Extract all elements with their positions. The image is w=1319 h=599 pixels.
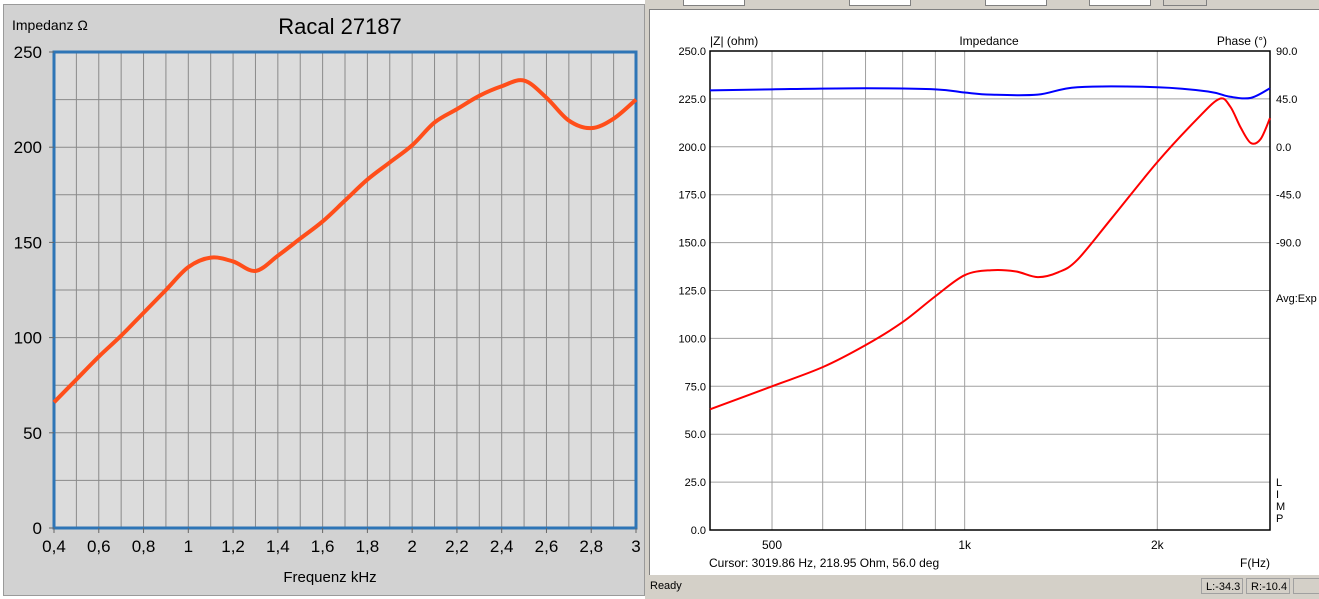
y-axis-label: |Z| (ohm) [710,34,758,48]
y-tick-label: 0.0 [691,525,706,537]
impedance-analyzer-window: |Z| (ohm) Impedance Phase (°) F(Hz) Curs… [645,0,1319,599]
x-tick-label: 0,4 [42,537,66,556]
plot-panel [649,9,1319,575]
left-chart-window: Racal 27187 Impedanz Ω Frequenz kHz 0,4 0… [0,0,645,599]
y-tick-label: 0 [33,519,42,538]
y-tick-label: 50 [23,424,42,443]
status-bar: Ready L:-34.3 R:-10.4 [645,576,1319,599]
phase-series-line [709,85,1271,100]
limp-letter: L [1276,477,1282,489]
y2-axis-label: Phase (°) [1217,34,1267,48]
toolbar-dropdown[interactable] [985,0,1047,6]
chart-title: Impedance [959,34,1019,48]
toolbar-dropdown[interactable] [1089,0,1151,6]
y-tick-label: 200 [14,138,42,157]
toolbar-dropdown[interactable] [683,0,745,6]
limp-letter: I [1276,489,1279,501]
y-tick-label: 75.0 [685,381,706,393]
y2-tick-label: 45.0 [1276,94,1297,106]
y-tick-label: 150 [14,233,42,252]
y-tick-label: 125.0 [678,286,706,298]
x-tick-label: 0,6 [87,537,111,556]
x-axis-label: Frequenz kHz [283,569,376,586]
y-tick-label: 225.0 [678,94,706,106]
plot-border [52,50,638,530]
y-tick-label: 100 [14,329,42,348]
y-tick-label: 250 [14,43,42,62]
limp-letter: P [1276,513,1283,525]
x-tick-label: 2,2 [445,537,469,556]
y2-tick-label: -90.0 [1276,238,1301,250]
x-tick-label: 1 [184,537,193,556]
x-axis-label: F(Hz) [1240,556,1270,570]
x-tick-label: 0,8 [132,537,156,556]
x-tick-label: 1k [958,538,972,552]
y-tick-label: 200.0 [678,142,706,154]
cursor-readout: Cursor: 3019.86 Hz, 218.95 Ohm, 56.0 deg [709,556,939,570]
x-tick-label: 2,4 [490,537,514,556]
x-tick-label: 2 [407,537,416,556]
right-level: R:-10.4 [1246,578,1290,594]
impedance-phase-chart: |Z| (ohm) Impedance Phase (°) F(Hz) Curs… [678,34,1317,570]
x-tick-label: 500 [762,538,782,552]
y-tick-label: 150.0 [678,238,706,250]
plot-border [709,50,1271,531]
status-text: Ready [650,580,682,592]
toolbar-dropdown[interactable] [849,0,911,6]
y2-tick-label: -45.0 [1276,190,1301,202]
y-tick-label: 25.0 [685,477,706,489]
impedance-series-line [709,97,1271,411]
x-tick-label: 1,2 [221,537,245,556]
y-tick-label: 250.0 [678,46,706,58]
status-pane [1293,578,1319,594]
chart-title: Racal 27187 [278,14,402,39]
x-tick-label: 2,6 [535,537,559,556]
y-axis-label: Impedanz Ω [12,17,88,33]
y2-tick-label: 0.0 [1276,142,1291,154]
toolbar-button[interactable] [1163,0,1207,6]
x-tick-label: 3 [631,537,640,556]
x-tick-label: 2,8 [579,537,603,556]
y-tick-label: 100.0 [678,333,706,345]
avg-label: Avg:Exp [1276,293,1317,305]
limp-letter: M [1276,501,1285,513]
x-tick-label: 1,4 [266,537,290,556]
y-tick-label: 175.0 [678,190,706,202]
y2-tick-label: 90.0 [1276,46,1297,58]
racal-impedance-chart: Racal 27187 Impedanz Ω Frequenz kHz 0,4 0… [12,14,641,586]
x-tick-label: 1,8 [356,537,380,556]
x-tick-label: 2k [1151,538,1165,552]
left-level: L:-34.3 [1201,578,1243,594]
y-tick-label: 50.0 [685,429,706,441]
x-tick-label: 1,6 [311,537,335,556]
